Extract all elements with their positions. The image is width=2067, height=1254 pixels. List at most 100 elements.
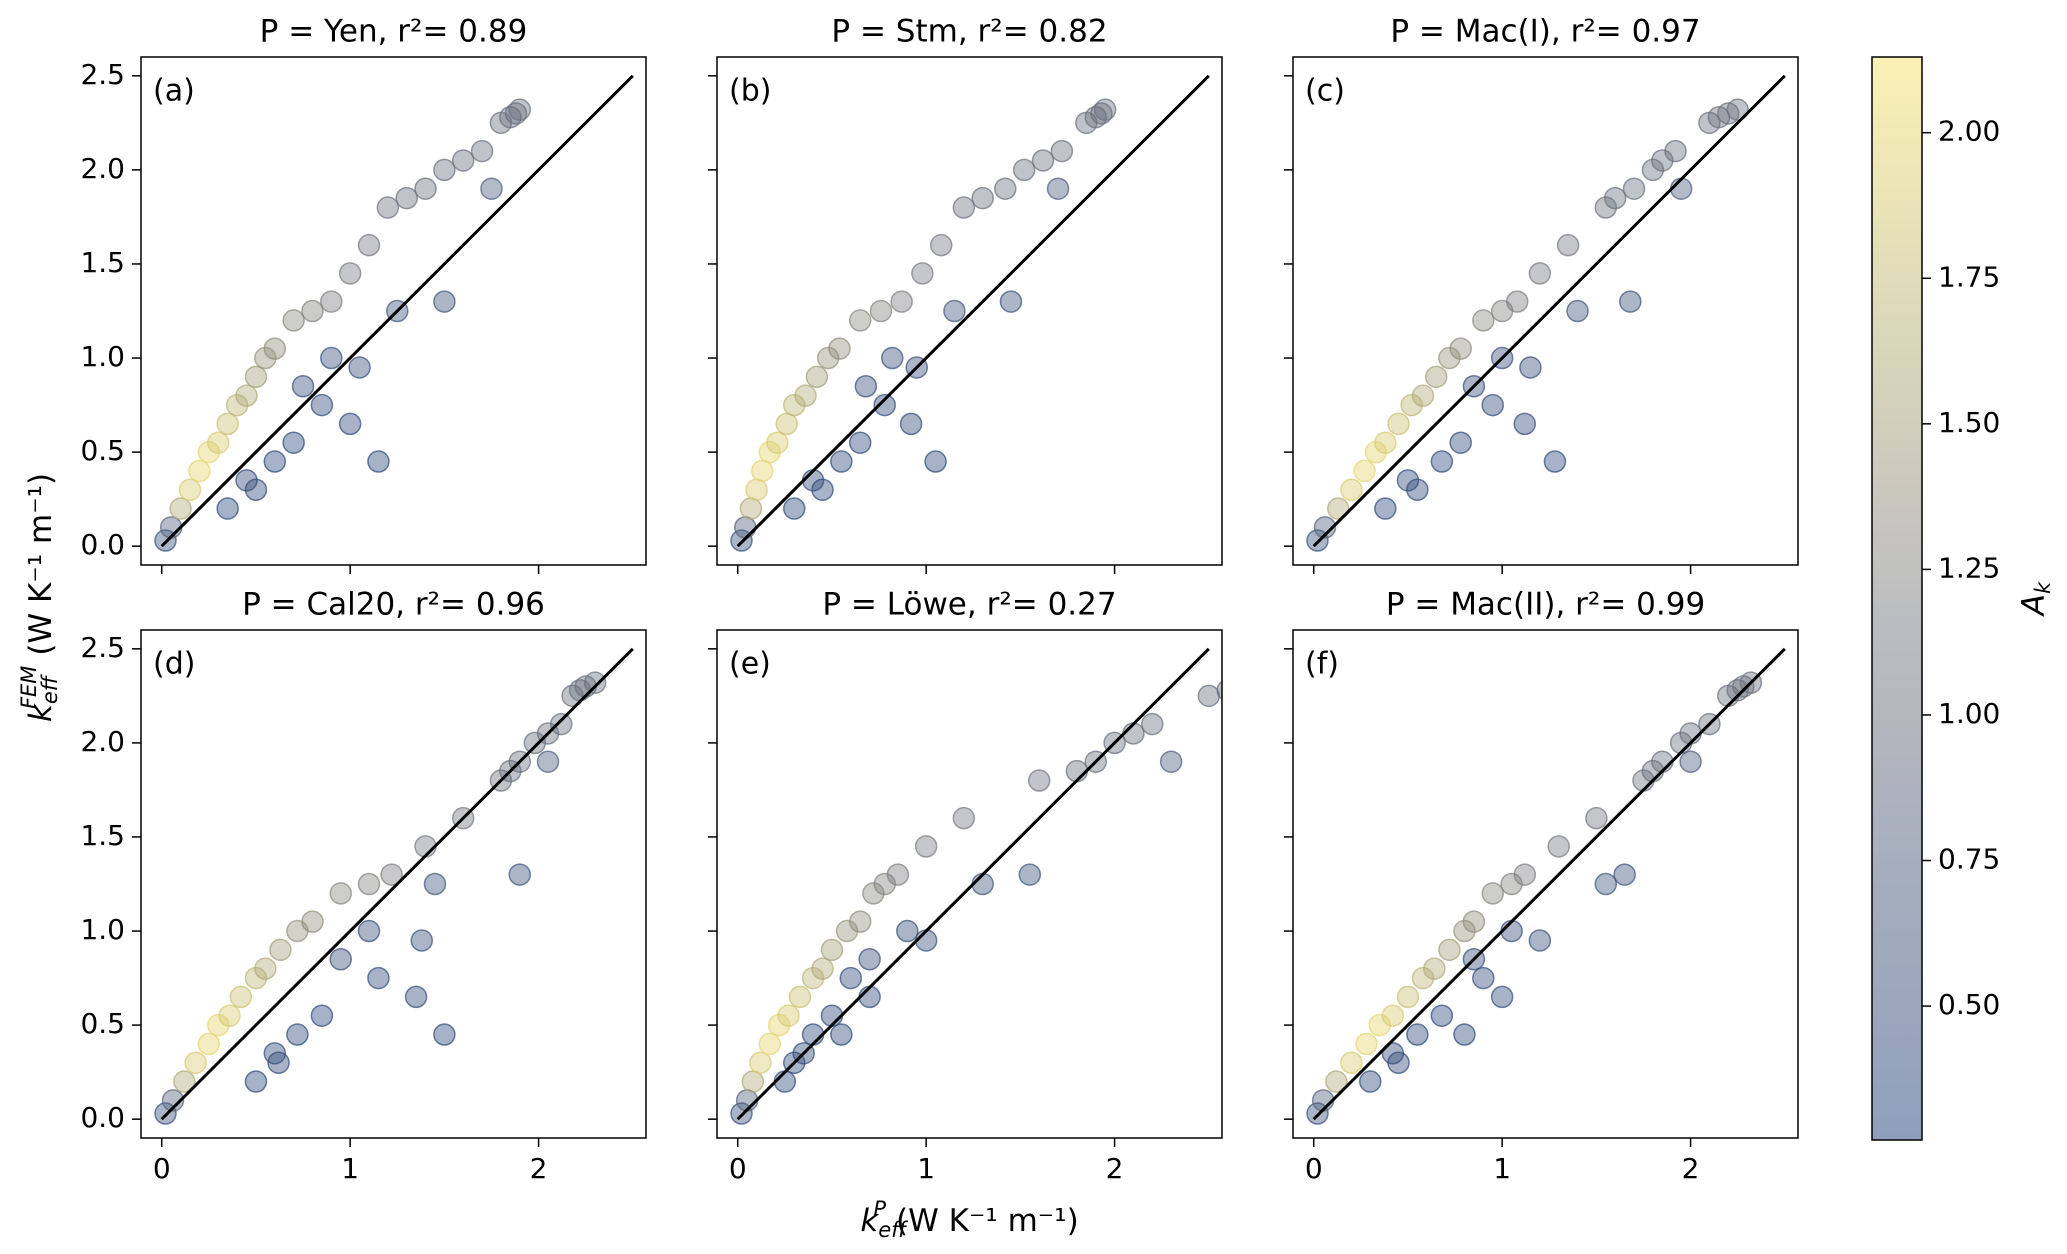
point bbox=[207, 1013, 230, 1037]
point bbox=[854, 375, 878, 398]
point bbox=[1313, 516, 1337, 539]
point bbox=[943, 299, 966, 323]
point bbox=[1090, 102, 1113, 125]
y-tick-label: 2.0 bbox=[80, 725, 125, 758]
point bbox=[282, 309, 305, 332]
point bbox=[410, 929, 434, 952]
subplot-title: P = Cal20, r²= 0.96 bbox=[242, 587, 545, 623]
axis-label: keffFEM (W K⁻¹ m⁻¹) bbox=[17, 473, 62, 722]
panel-annotation: (b) bbox=[729, 74, 771, 109]
point bbox=[1255, 672, 1276, 693]
point bbox=[1424, 365, 1448, 389]
point bbox=[741, 1070, 765, 1093]
point bbox=[338, 412, 362, 436]
point bbox=[178, 478, 202, 501]
point bbox=[783, 393, 806, 417]
identity-line bbox=[1312, 647, 1786, 1121]
point bbox=[1490, 985, 1514, 1009]
point bbox=[1453, 1023, 1476, 1046]
point bbox=[235, 469, 258, 492]
point bbox=[348, 356, 371, 379]
point bbox=[1027, 769, 1051, 792]
point bbox=[508, 98, 531, 121]
axis-label: Ak bbox=[2016, 581, 2056, 617]
point bbox=[952, 196, 976, 219]
x-tick-label: 2 bbox=[1106, 1152, 1124, 1185]
point bbox=[216, 497, 239, 520]
point bbox=[758, 1032, 782, 1056]
point bbox=[414, 177, 437, 200]
point bbox=[899, 412, 923, 436]
point bbox=[1374, 431, 1397, 454]
point bbox=[994, 177, 1017, 200]
point bbox=[244, 365, 268, 389]
point bbox=[583, 671, 607, 694]
point bbox=[310, 393, 334, 417]
point bbox=[357, 919, 381, 943]
point bbox=[244, 478, 268, 501]
point bbox=[734, 516, 757, 539]
point bbox=[1453, 919, 1476, 943]
point bbox=[310, 1004, 334, 1027]
point bbox=[184, 1051, 207, 1074]
subplot: P = Cal20, r²= 0.96 0 1 2 0.0 0.5 1.0 1.5 2.0 2.5… bbox=[80, 587, 647, 1185]
point bbox=[207, 431, 230, 454]
point bbox=[1031, 149, 1055, 172]
colorbar-tick-label: 0.50 bbox=[1938, 988, 2000, 1021]
panel-annotation: (a) bbox=[153, 74, 195, 109]
point bbox=[169, 497, 192, 520]
point bbox=[848, 431, 872, 454]
point bbox=[1519, 356, 1542, 379]
subplot-title: P = Mac(II), r²= 0.99 bbox=[1386, 587, 1705, 623]
point bbox=[338, 262, 362, 285]
point bbox=[811, 478, 834, 501]
point bbox=[811, 957, 834, 980]
point bbox=[1481, 882, 1504, 905]
point bbox=[291, 375, 315, 398]
label-unit: (W K⁻¹ m⁻¹) bbox=[23, 473, 59, 656]
point bbox=[830, 450, 853, 473]
point bbox=[1411, 966, 1435, 990]
point bbox=[869, 299, 893, 323]
point bbox=[801, 966, 825, 990]
y-tick-label: 1.0 bbox=[80, 340, 125, 373]
point bbox=[805, 365, 829, 389]
point bbox=[886, 863, 910, 886]
point bbox=[1619, 290, 1642, 313]
colorbar-tick-label: 1.50 bbox=[1938, 406, 2000, 439]
panel-annotation: (e) bbox=[729, 647, 771, 682]
point bbox=[229, 985, 253, 1009]
point bbox=[1613, 863, 1636, 886]
point bbox=[1472, 309, 1495, 332]
colorbar-tick-label: 0.75 bbox=[1938, 843, 2000, 876]
point bbox=[777, 1004, 800, 1027]
label-subscript: k bbox=[2031, 581, 2055, 594]
subplot: P = Löwe, r²= 0.27 0 1 2 (e) bbox=[708, 587, 1276, 1185]
point bbox=[1543, 450, 1567, 473]
label-superscript: P bbox=[873, 1197, 886, 1221]
point bbox=[1050, 139, 1074, 163]
point bbox=[775, 412, 798, 436]
point bbox=[282, 431, 305, 454]
point bbox=[1438, 938, 1461, 962]
subplot-title: P = Yen, r²= 0.89 bbox=[260, 14, 528, 50]
point bbox=[999, 290, 1023, 313]
point bbox=[320, 290, 343, 313]
point bbox=[745, 478, 768, 501]
label-subscript: eff bbox=[878, 1218, 909, 1242]
points bbox=[154, 98, 531, 552]
label-symbol: A bbox=[2016, 594, 2052, 617]
points bbox=[730, 98, 1117, 552]
point bbox=[423, 872, 447, 896]
point bbox=[254, 346, 277, 370]
point bbox=[830, 1023, 853, 1046]
points bbox=[154, 671, 607, 1125]
axis-label: keffP (W K⁻¹ m⁻¹) bbox=[860, 1197, 1078, 1242]
point bbox=[1374, 497, 1397, 520]
y-tick-label: 1.5 bbox=[80, 819, 125, 852]
x-tick-label: 0 bbox=[1305, 1152, 1323, 1185]
point bbox=[911, 262, 934, 285]
point bbox=[1340, 1051, 1363, 1074]
point bbox=[1438, 346, 1461, 370]
point bbox=[244, 966, 268, 990]
